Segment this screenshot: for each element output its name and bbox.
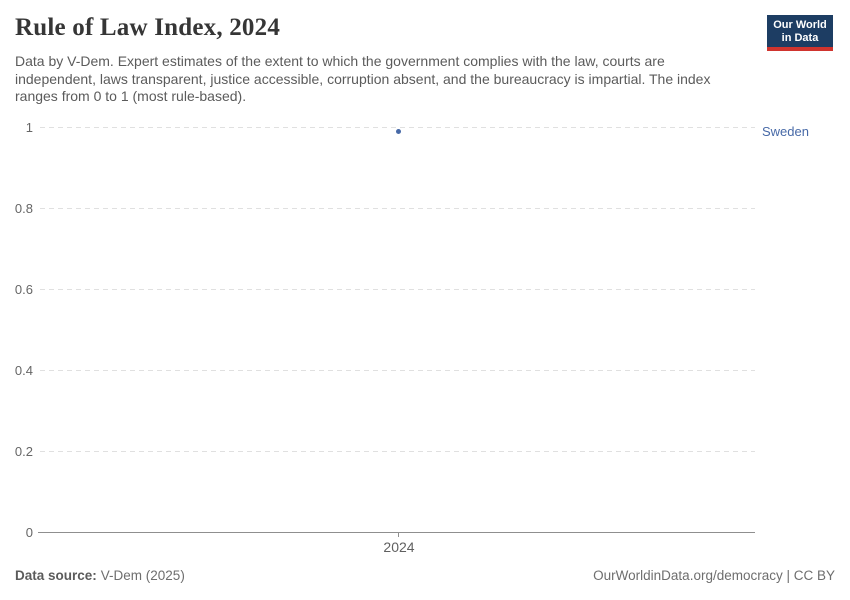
y-tick-label-0.2: 0.2: [14, 444, 33, 459]
y-tick-label-0.8: 0.8: [14, 201, 33, 216]
owid-logo-text-line1: Our World: [773, 19, 827, 31]
owid-logo[interactable]: Our World in Data: [767, 15, 833, 51]
owid-logo-text-line2: in Data: [781, 31, 819, 44]
gridline-0.8: [40, 208, 755, 209]
x-tick-mark-2024: [398, 532, 399, 537]
entity-label-sweden[interactable]: Sweden: [762, 124, 809, 139]
gridline-1.0: [40, 127, 755, 128]
gridline-0.2: [40, 451, 755, 452]
x-axis-line: [38, 532, 755, 533]
y-tick-label-0: 0: [25, 525, 33, 540]
page-title: Rule of Law Index, 2024: [15, 14, 281, 41]
data-source-label: Data source:: [15, 568, 97, 583]
x-tick-label-2024: 2024: [383, 539, 415, 555]
y-tick-label-1.0: 1: [25, 120, 33, 135]
chart-footer: Data source: V-Dem (2025) OurWorldinData.…: [15, 568, 835, 583]
y-tick-label-0.6: 0.6: [14, 282, 33, 297]
credit-link[interactable]: OurWorldinData.org/democracy | CC BY: [593, 568, 835, 583]
data-point-sweden-2024[interactable]: [396, 129, 401, 134]
data-source-value: V-Dem (2025): [100, 568, 185, 583]
chart-subtitle: Data by V-Dem. Expert estimates of the e…: [15, 53, 711, 104]
gridline-0.4: [40, 370, 755, 371]
data-source-note: Data source: V-Dem (2025): [15, 568, 185, 583]
y-tick-label-0.4: 0.4: [14, 363, 33, 378]
gridline-0.6: [40, 289, 755, 290]
